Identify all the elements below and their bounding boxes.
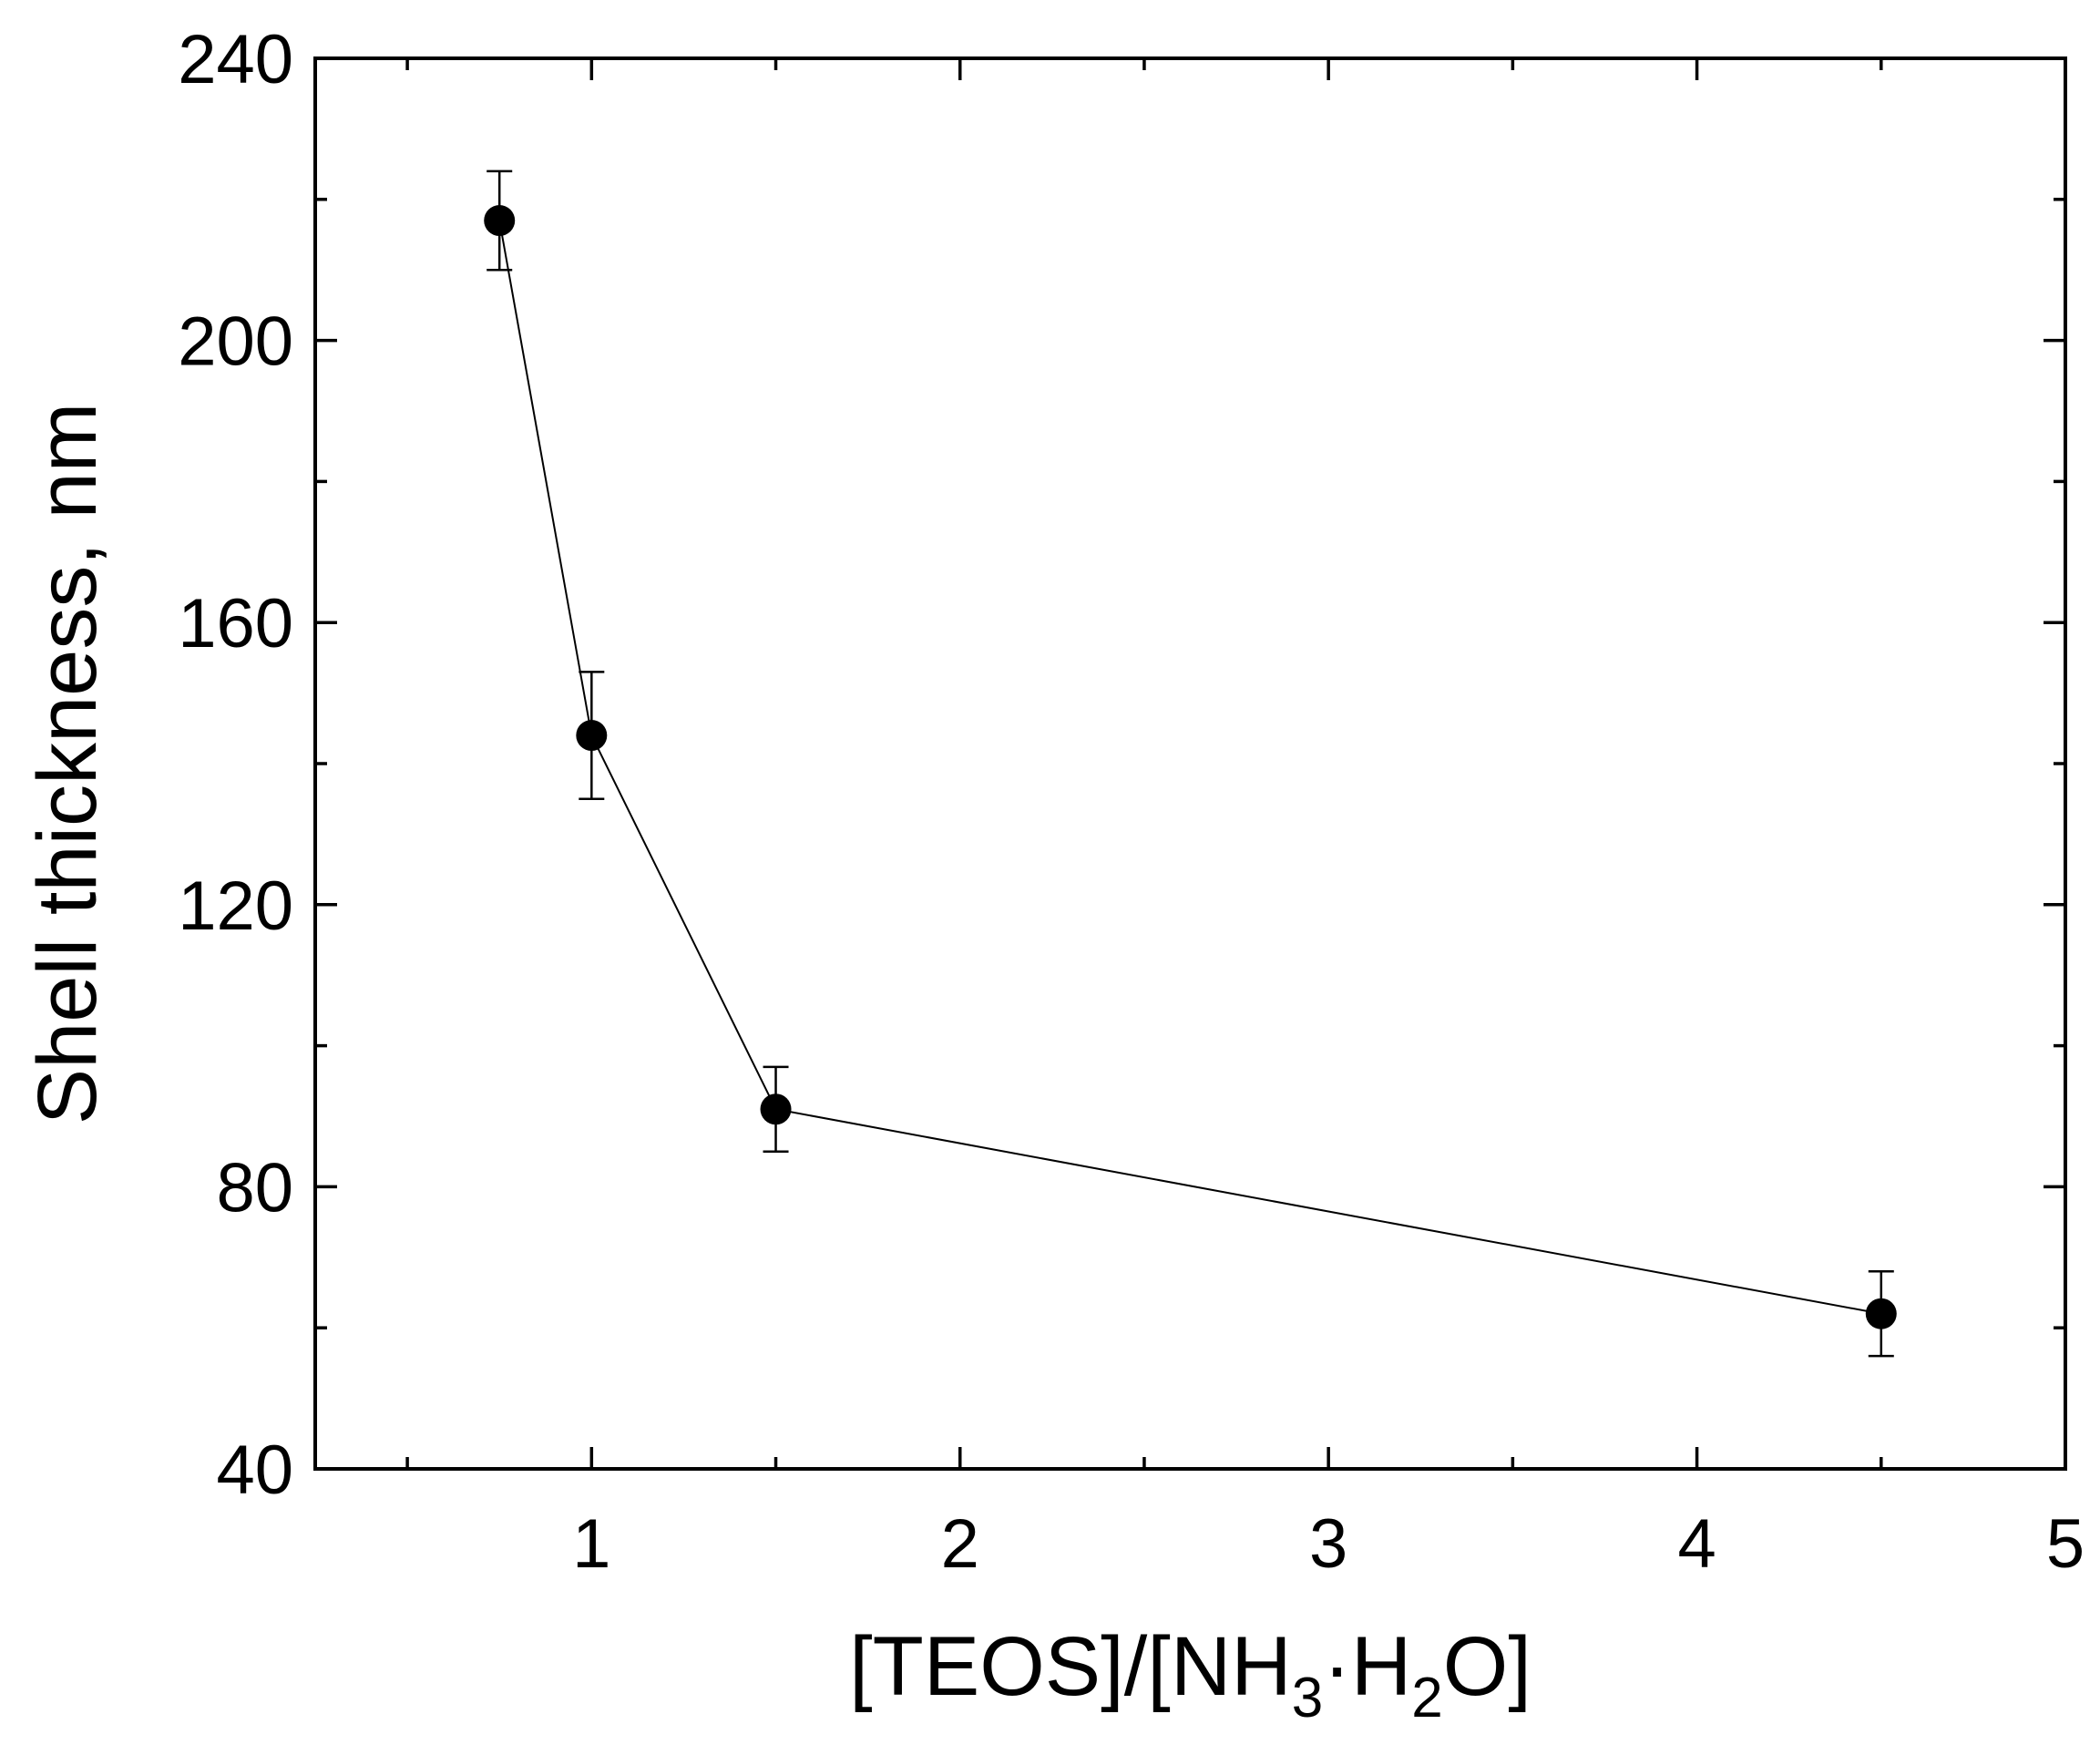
x-tick-label: 5 bbox=[2046, 1505, 2085, 1583]
y-tick-label: 80 bbox=[216, 1149, 293, 1226]
y-tick-label: 240 bbox=[178, 21, 293, 98]
y-tick-label: 200 bbox=[178, 303, 293, 381]
tick-labels: 1 2 3 4 5 40 80 120 160 200 240 bbox=[178, 21, 2085, 1583]
series-line bbox=[498, 220, 1881, 1315]
y-tick-label: 40 bbox=[216, 1432, 293, 1509]
y-axis-label: Shell thickness, nm bbox=[21, 403, 114, 1125]
x-axis-label: [TEOS]/[NH3·H2O] bbox=[849, 1620, 1531, 1729]
x-axis-label-subscript: 2 bbox=[1411, 1667, 1442, 1729]
data-point bbox=[1865, 1298, 1897, 1329]
x-axis-label-part: O] bbox=[1443, 1620, 1531, 1713]
plot-frame bbox=[313, 56, 2067, 1471]
x-tick-label: 3 bbox=[1309, 1505, 1347, 1583]
x-tick-label: 4 bbox=[1677, 1505, 1716, 1583]
x-axis-label-subscript: 3 bbox=[1292, 1667, 1323, 1729]
data-point bbox=[760, 1093, 792, 1125]
data-series bbox=[484, 169, 1897, 1358]
x-axis-label-part: ·H bbox=[1323, 1620, 1411, 1713]
data-point bbox=[576, 720, 608, 752]
y-tick-label: 120 bbox=[178, 867, 293, 945]
tick-marks bbox=[315, 56, 2067, 1471]
x-axis-label-part: [TEOS]/[NH bbox=[849, 1620, 1292, 1713]
x-tick-label: 2 bbox=[941, 1505, 979, 1583]
x-tick-label: 1 bbox=[572, 1505, 610, 1583]
y-tick-label: 160 bbox=[178, 585, 293, 662]
data-point bbox=[484, 205, 516, 237]
